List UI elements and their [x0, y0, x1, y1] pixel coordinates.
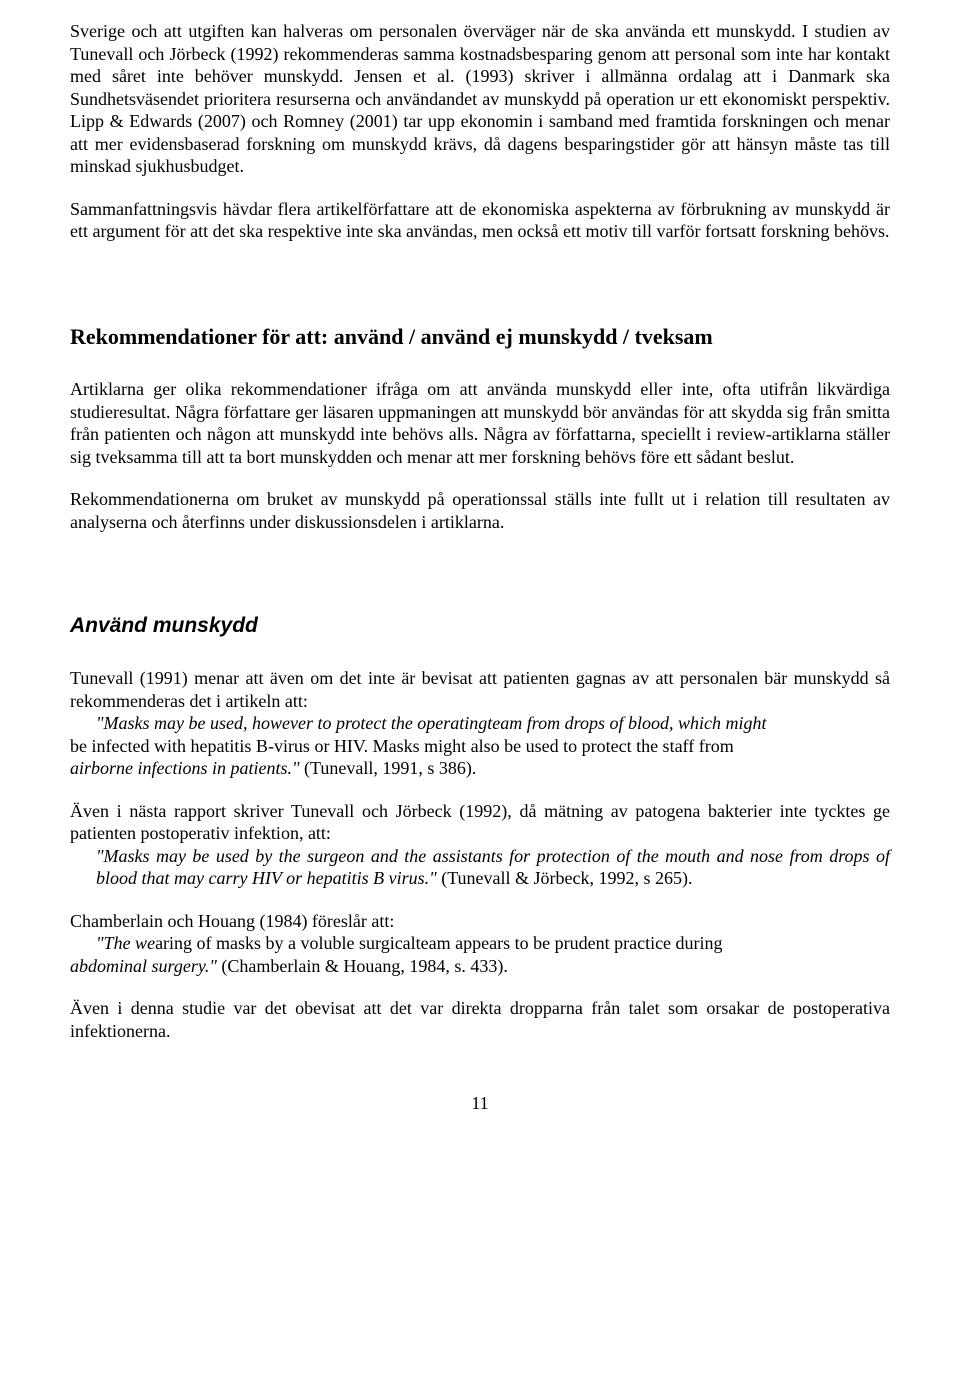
- citation: (Tunevall, 1991, s 386).: [300, 758, 477, 778]
- subsection-heading: Använd munskydd: [70, 613, 890, 639]
- paragraph: Rekommendationerna om bruket av munskydd…: [70, 488, 890, 533]
- section-heading: Rekommendationer för att: använd / använ…: [70, 323, 890, 351]
- quote-text: airborne infections in patients.": [70, 758, 300, 778]
- paragraph-text: Chamberlain och Houang (1984) föreslår a…: [70, 911, 394, 931]
- quote-text: "Masks may be used, however to protect t…: [96, 713, 766, 733]
- paragraph: Även i denna studie var det obevisat att…: [70, 997, 890, 1042]
- paragraph: Artiklarna ger olika rekommendationer if…: [70, 378, 890, 468]
- quote-text: be infected with hepatitis B-virus or HI…: [70, 736, 734, 756]
- paragraph: Sverige och att utgiften kan halveras om…: [70, 20, 890, 178]
- citation: (Chamberlain & Houang, 1984, s. 433).: [217, 956, 508, 976]
- paragraph-with-quote: Även i nästa rapport skriver Tunevall oc…: [70, 800, 890, 890]
- quote-text: "The we: [96, 933, 155, 953]
- paragraph-with-quote: Chamberlain och Houang (1984) föreslår a…: [70, 910, 890, 978]
- paragraph-text: Även i nästa rapport skriver Tunevall oc…: [70, 801, 890, 844]
- page-number: 11: [70, 1092, 890, 1115]
- paragraph-with-quote: Tunevall (1991) menar att även om det in…: [70, 667, 890, 780]
- document-page: Sverige och att utgiften kan halveras om…: [0, 0, 960, 1155]
- citation: (Tunevall & Jörbeck, 1992, s 265).: [437, 868, 693, 888]
- paragraph: Sammanfattningsvis hävdar flera artikelf…: [70, 198, 890, 243]
- paragraph-text: Tunevall (1991) menar att även om det in…: [70, 668, 890, 711]
- quote-text: abdominal surgery.": [70, 956, 217, 976]
- quote-text: aring of masks by a voluble surgicalteam…: [155, 933, 722, 953]
